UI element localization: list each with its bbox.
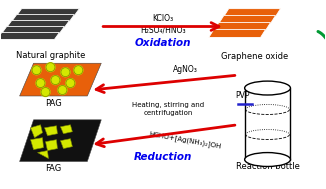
Polygon shape (209, 29, 266, 37)
Polygon shape (31, 138, 43, 149)
Bar (244, 88, 290, 160)
Circle shape (58, 86, 67, 94)
Polygon shape (31, 125, 42, 138)
Polygon shape (2, 26, 65, 33)
Text: Heating, stirring and: Heating, stirring and (132, 102, 204, 108)
Ellipse shape (244, 153, 290, 167)
Polygon shape (7, 21, 69, 27)
Ellipse shape (244, 81, 290, 95)
Polygon shape (46, 140, 57, 151)
Polygon shape (219, 15, 275, 23)
Circle shape (36, 79, 45, 88)
Text: Natural graphite: Natural graphite (16, 51, 85, 60)
Polygon shape (20, 63, 101, 96)
Text: Oxidation: Oxidation (135, 38, 191, 48)
Text: Graphene oxide: Graphene oxide (221, 52, 288, 61)
Polygon shape (60, 125, 72, 134)
Text: KClO₃: KClO₃ (153, 14, 173, 23)
Text: H₂SO₄/HNO₃: H₂SO₄/HNO₃ (140, 26, 186, 35)
Polygon shape (0, 33, 59, 40)
Circle shape (41, 88, 50, 97)
Polygon shape (45, 126, 57, 136)
Text: FAG: FAG (45, 164, 62, 174)
Circle shape (66, 79, 75, 88)
Text: Reaction bottle: Reaction bottle (236, 163, 300, 171)
Text: Reduction: Reduction (134, 152, 192, 162)
Polygon shape (20, 120, 101, 162)
Text: PVP: PVP (235, 91, 250, 100)
Circle shape (46, 63, 55, 72)
Polygon shape (60, 139, 72, 149)
Polygon shape (214, 22, 271, 30)
Circle shape (74, 66, 83, 75)
Polygon shape (17, 9, 79, 15)
Text: HCHO+[Ag(NH₃)₂]OH: HCHO+[Ag(NH₃)₂]OH (148, 130, 222, 149)
Circle shape (32, 66, 41, 75)
Circle shape (61, 68, 70, 77)
Circle shape (51, 76, 60, 84)
Text: PAG: PAG (45, 99, 62, 108)
Text: AgNO₃: AgNO₃ (172, 65, 197, 74)
Text: centrifugation: centrifugation (143, 110, 193, 116)
Polygon shape (224, 9, 280, 17)
Polygon shape (37, 151, 49, 159)
Polygon shape (12, 15, 74, 22)
